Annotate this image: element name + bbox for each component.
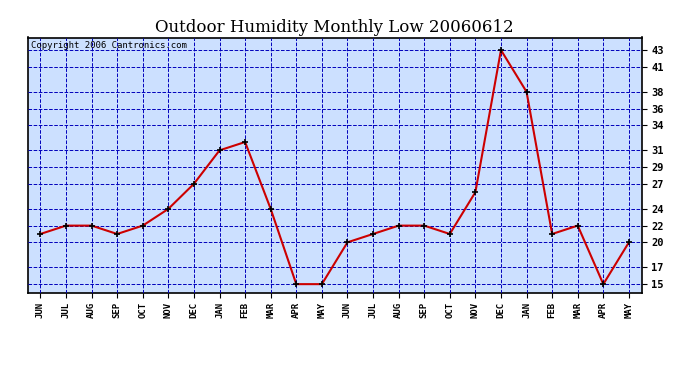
Text: Copyright 2006 Cantronics.com: Copyright 2006 Cantronics.com <box>30 41 186 50</box>
Title: Outdoor Humidity Monthly Low 20060612: Outdoor Humidity Monthly Low 20060612 <box>155 19 514 36</box>
